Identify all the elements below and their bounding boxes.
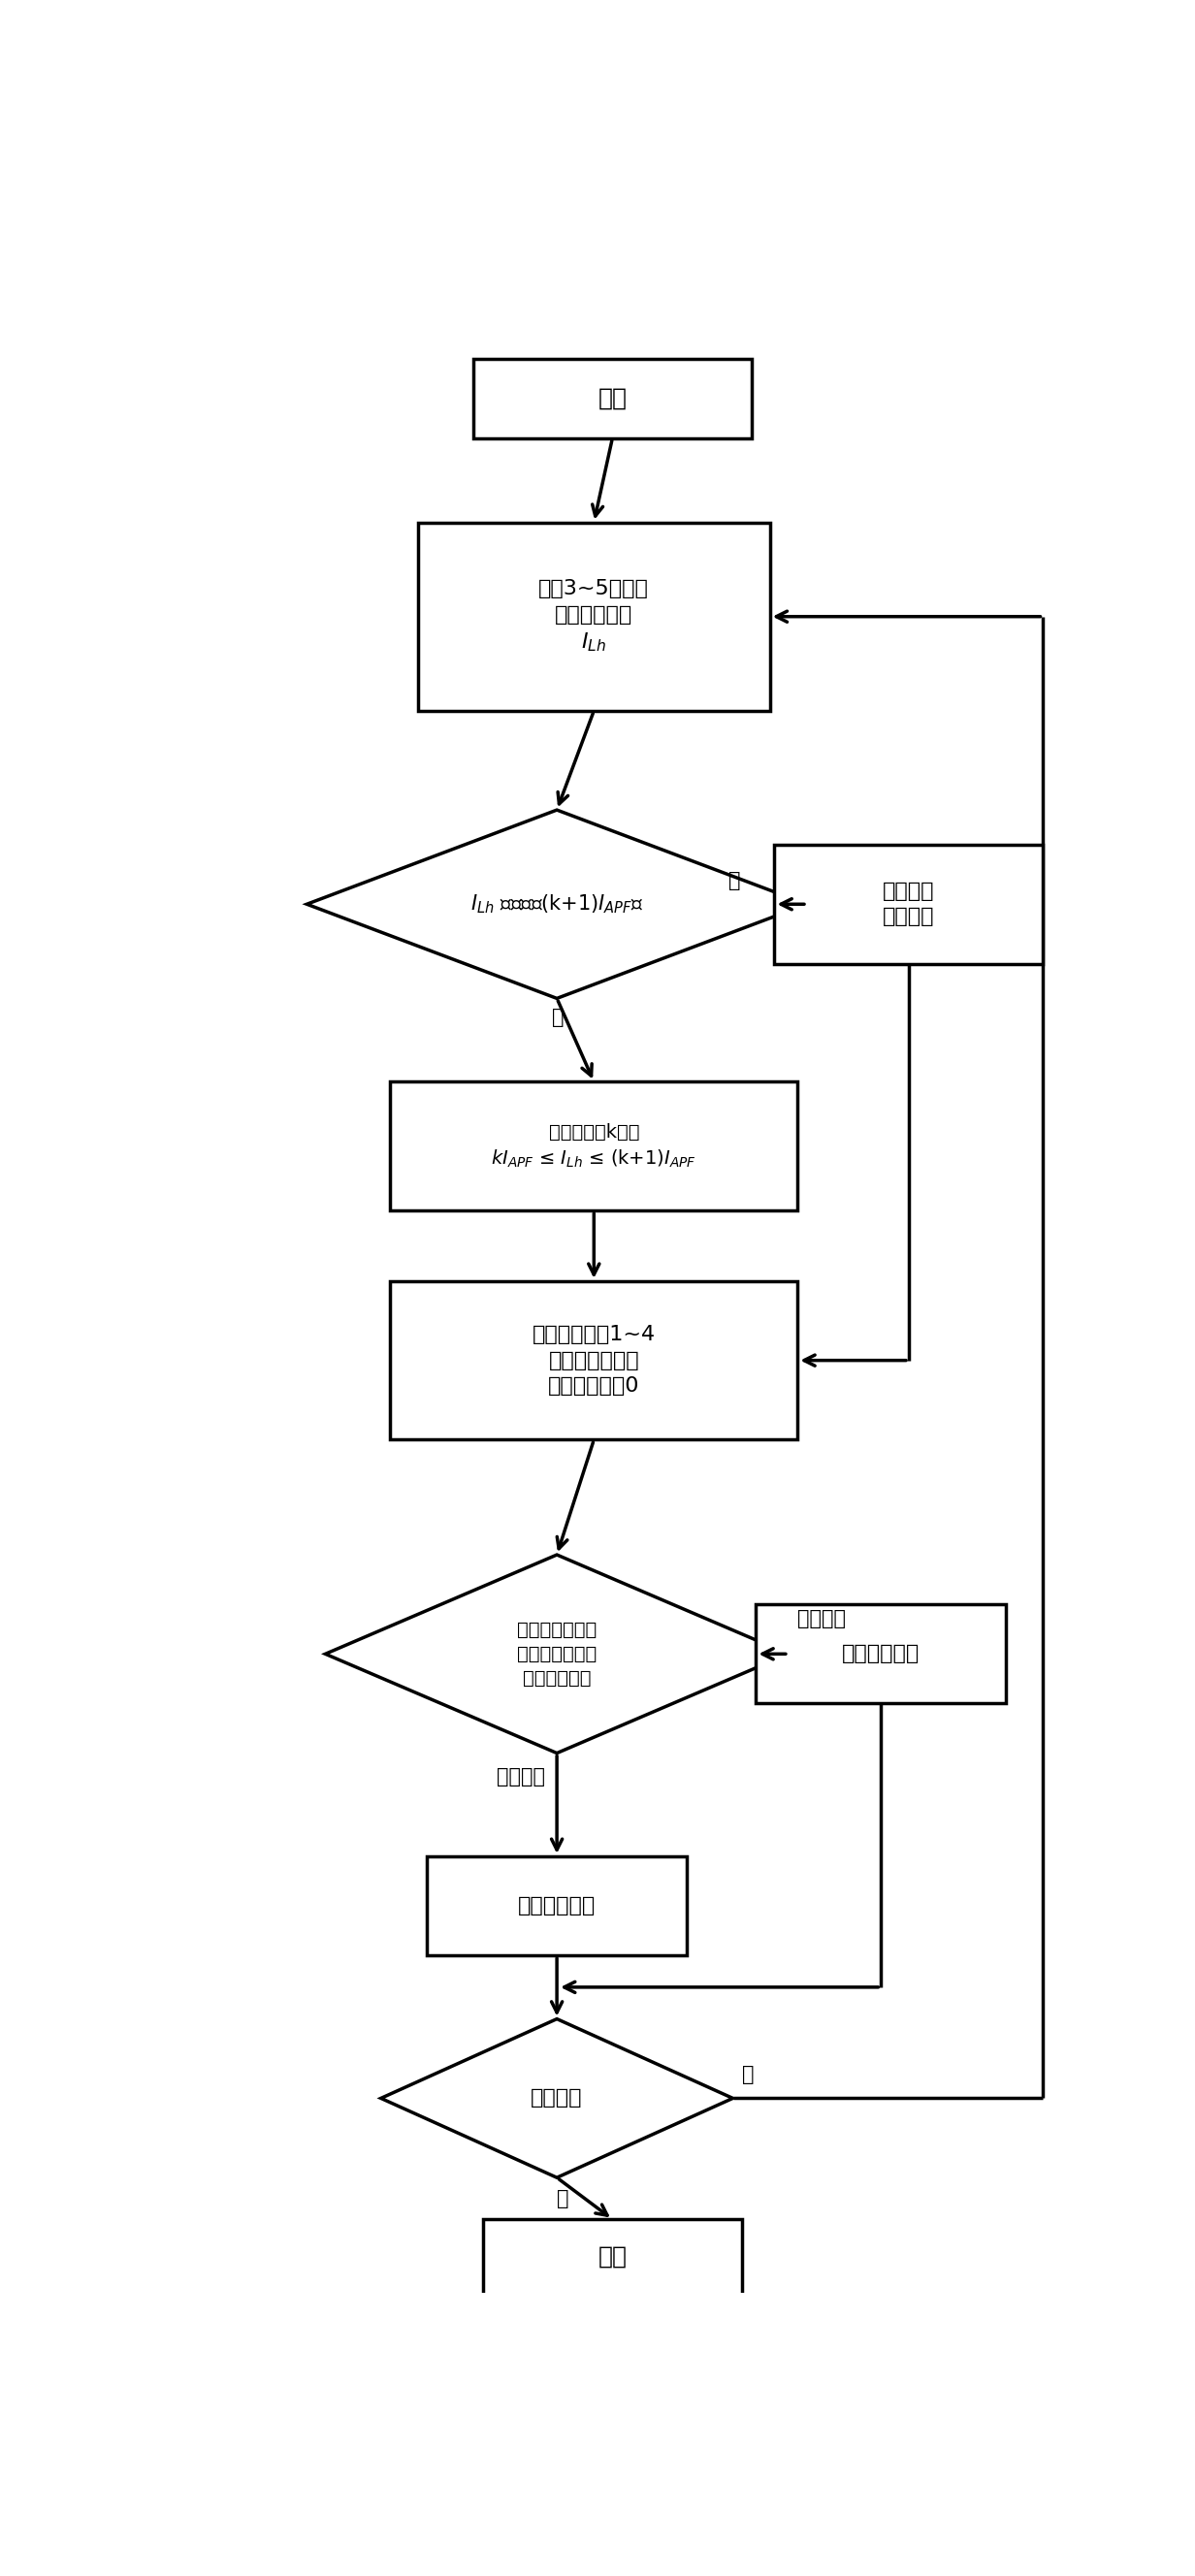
Text: 否: 否 [552,1007,564,1028]
Text: 否: 否 [742,2066,754,2084]
Text: 开机: 开机 [598,386,627,410]
Text: 采集3~5周波谐
波电流有效值
$I_{Lh}$: 采集3~5周波谐 波电流有效值 $I_{Lh}$ [539,580,649,654]
Text: 选定适当的k使得
$kI_{APF}$ ≤ $I_{Lh}$ ≤ (k+1)$I_{APF}$: 选定适当的k使得 $kI_{APF}$ ≤ $I_{Lh}$ ≤ (k+1)$I… [491,1123,697,1170]
FancyBboxPatch shape [473,358,752,438]
FancyBboxPatch shape [483,2221,742,2295]
FancyBboxPatch shape [774,845,1043,963]
Polygon shape [325,1556,789,1754]
Text: 是否停机: 是否停机 [531,2089,583,2107]
Text: 投入功率单元: 投入功率单元 [842,1643,920,1664]
Text: 小于所需: 小于所需 [798,1610,846,1628]
Text: 大于所需: 大于所需 [497,1767,545,1785]
FancyBboxPatch shape [418,523,770,711]
Text: 目前运行的数量
是否符合上一步
的编号情况？: 目前运行的数量 是否符合上一步 的编号情况？ [517,1620,596,1687]
FancyBboxPatch shape [428,1857,686,1955]
Text: 需要运行的按1~4
进行编号，不需
要运行的编号0: 需要运行的按1~4 进行编号，不需 要运行的编号0 [532,1324,656,1396]
Polygon shape [307,809,807,999]
Polygon shape [381,2020,733,2177]
FancyBboxPatch shape [756,1605,1006,1703]
Text: 是: 是 [728,871,741,891]
Text: $I_{Lh}$ 是否大于(k+1)$I_{APF}$？: $I_{Lh}$ 是否大于(k+1)$I_{APF}$？ [471,894,643,914]
Text: 是: 是 [557,2190,569,2208]
FancyBboxPatch shape [390,1082,798,1211]
FancyBboxPatch shape [390,1280,798,1440]
Text: 切除功率单元: 切除功率单元 [517,1896,596,1917]
Text: 全部功率
单元运行: 全部功率 单元运行 [883,881,934,927]
Text: 停机: 停机 [598,2246,627,2269]
